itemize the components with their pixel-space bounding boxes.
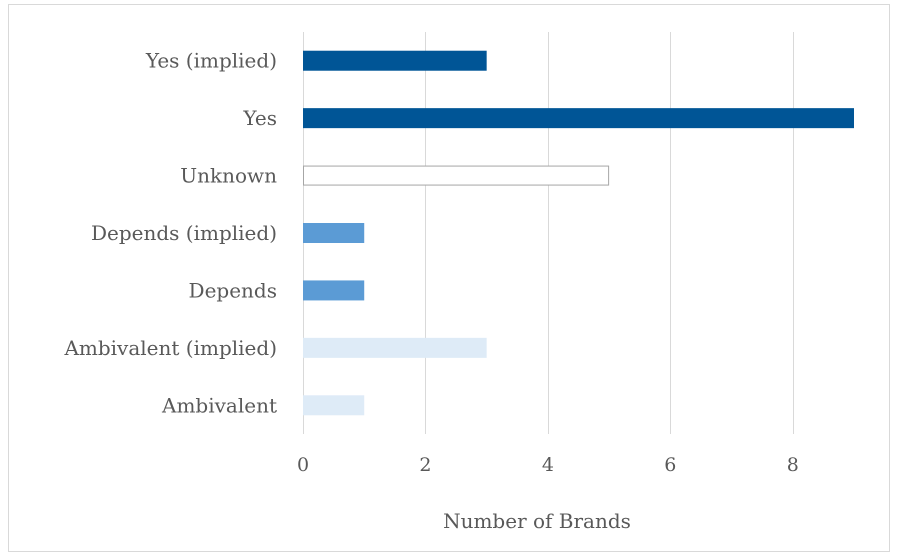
- x-tick-label-2: 2: [419, 454, 431, 476]
- bar-depends: [303, 280, 365, 301]
- x-axis-title: Number of Brands: [443, 509, 631, 533]
- x-tick-label-6: 6: [664, 454, 676, 476]
- bar-unknown: [303, 165, 610, 186]
- gridlines: [303, 32, 794, 434]
- category-label-ambivalent: Ambivalent: [161, 393, 277, 417]
- x-tick-label-0: 0: [297, 454, 309, 476]
- category-label-ambivalent-implied: Ambivalent (implied): [63, 336, 277, 360]
- category-label-depends-implied: Depends (implied): [91, 221, 277, 245]
- bar-yes: [303, 108, 854, 129]
- category-label-yes-implied: Yes (implied): [145, 49, 277, 73]
- bars: [303, 50, 854, 416]
- x-tick-label-4: 4: [542, 454, 554, 476]
- bar-ambivalent-implied: [303, 337, 487, 358]
- bar-ambivalent: [303, 395, 365, 416]
- category-label-depends: Depends: [189, 278, 277, 302]
- chart-frame: [8, 4, 890, 552]
- x-tick-labels: 0 2 4 6 8: [297, 454, 799, 476]
- category-label-yes: Yes: [242, 106, 277, 130]
- category-label-unknown: Unknown: [180, 164, 277, 188]
- category-labels: Yes (implied) Yes Unknown Depends (implied)…: [63, 49, 277, 418]
- bar-yes-implied: [303, 50, 487, 71]
- x-tick-label-8: 8: [787, 454, 799, 476]
- bar-depends-implied: [303, 223, 365, 243]
